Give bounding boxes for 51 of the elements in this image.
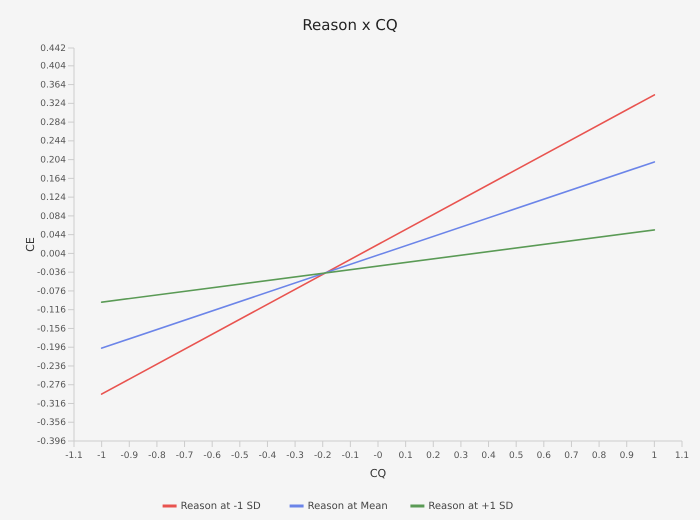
legend-label: Reason at Mean xyxy=(308,501,388,512)
y-tick-label: -0.156 xyxy=(36,324,66,334)
y-tick-label: 0.364 xyxy=(40,80,66,90)
x-tick-label: -0.5 xyxy=(231,451,249,461)
y-tick-label: -0.036 xyxy=(36,268,66,278)
y-tick-label: -0.236 xyxy=(36,362,66,372)
y-tick-label: 0.124 xyxy=(40,193,66,204)
y-tick-label: 0.404 xyxy=(40,62,66,72)
y-tick-label: 0.004 xyxy=(40,249,66,260)
x-tick-label: -1 xyxy=(97,451,106,461)
y-tick-label: -0.076 xyxy=(36,286,66,297)
x-tick-label: 1.1 xyxy=(674,451,690,461)
x-tick-label: 0.8 xyxy=(592,451,607,461)
y-tick-label: 0.084 xyxy=(40,212,66,222)
x-tick-label: -0.2 xyxy=(314,451,332,461)
chart-title: Reason x CQ xyxy=(302,16,398,34)
x-tick-label: 0.1 xyxy=(398,451,413,461)
x-tick-label: -1.1 xyxy=(65,451,83,461)
y-tick-label: 0.244 xyxy=(40,136,66,147)
y-tick-label: 0.284 xyxy=(40,118,66,128)
y-tick-label: 0.204 xyxy=(40,155,66,166)
x-tick-label: -0.6 xyxy=(203,451,222,461)
x-tick-label: 0.6 xyxy=(536,451,552,461)
y-tick-label: -0.276 xyxy=(36,380,66,391)
y-tick-label: -0.356 xyxy=(36,418,66,428)
x-tick-label: 0.4 xyxy=(481,451,496,461)
x-tick-label: 0.7 xyxy=(564,451,579,461)
y-tick-label: -0.396 xyxy=(36,436,66,447)
legend-label: Reason at +1 SD xyxy=(428,501,514,512)
x-tick-label: -0.7 xyxy=(176,451,194,461)
y-tick-label: -0.316 xyxy=(36,399,66,410)
x-tick-label: -0 xyxy=(374,451,383,461)
x-tick-label: -0.8 xyxy=(148,451,166,461)
y-tick-label: -0.116 xyxy=(36,306,66,316)
x-tick-label: -0.9 xyxy=(120,451,138,461)
y-tick-label: 0.044 xyxy=(40,230,66,241)
x-tick-label: 0.9 xyxy=(620,451,634,461)
x-tick-label: 0.2 xyxy=(426,451,440,461)
x-axis-title: CQ xyxy=(370,467,387,480)
x-tick-label: -0.4 xyxy=(258,451,277,461)
x-tick-label: 0.5 xyxy=(509,451,524,461)
x-tick-label: -0.3 xyxy=(286,451,304,461)
x-tick-label: 1 xyxy=(651,451,658,461)
y-tick-label: 0.164 xyxy=(40,174,66,184)
y-tick-label: 0.442 xyxy=(40,44,66,54)
x-tick-label: 0.3 xyxy=(454,451,468,461)
x-tick-label: -0.1 xyxy=(342,451,360,461)
y-tick-label: 0.324 xyxy=(40,99,66,110)
legend-label: Reason at -1 SD xyxy=(180,501,261,512)
y-axis-title: CE xyxy=(24,237,37,252)
y-tick-label: -0.196 xyxy=(36,343,66,354)
